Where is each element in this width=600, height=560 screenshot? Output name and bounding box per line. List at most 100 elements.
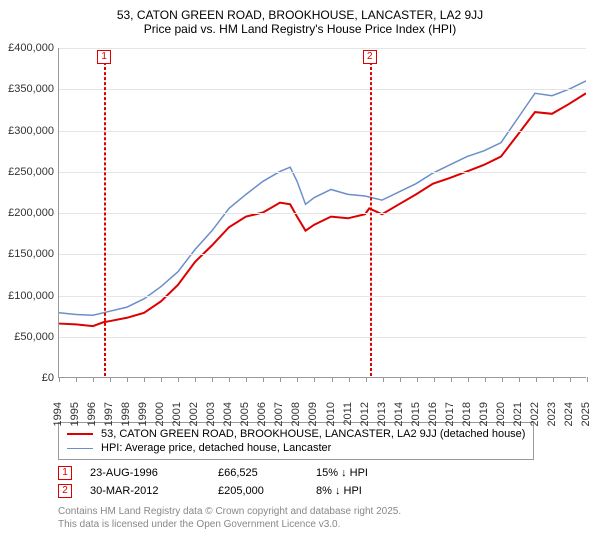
annotation-price: £66,525: [218, 467, 298, 479]
x-tick: [195, 377, 196, 382]
gridline-h: [59, 254, 586, 255]
x-tick: [314, 377, 315, 382]
annotation-marker-box: 2: [58, 484, 72, 498]
chart-area: 12 £0£50,000£100,000£150,000£200,000£250…: [8, 42, 592, 414]
x-axis-label: 2000: [154, 402, 166, 426]
x-axis-label: 2017: [444, 402, 456, 426]
x-tick: [178, 377, 179, 382]
x-tick: [263, 377, 264, 382]
x-axis-label: 2011: [342, 402, 354, 426]
x-tick: [417, 377, 418, 382]
x-tick: [502, 377, 503, 382]
gridline-h: [59, 213, 586, 214]
x-tick: [570, 377, 571, 382]
x-axis-label: 2023: [546, 402, 558, 426]
gridline-h: [59, 172, 586, 173]
chart-title-line1: 53, CATON GREEN ROAD, BROOKHOUSE, LANCAS…: [8, 8, 592, 22]
gridline-h: [59, 89, 586, 90]
x-axis-label: 2021: [512, 402, 524, 426]
annotation-date: 30-MAR-2012: [90, 485, 200, 497]
x-tick: [553, 377, 554, 382]
y-axis-label: £50,000: [8, 331, 54, 343]
x-axis-label: 2024: [563, 402, 575, 426]
x-axis-label: 2003: [205, 402, 217, 426]
x-tick: [451, 377, 452, 382]
x-axis-label: 2008: [290, 402, 302, 426]
legend-row: 53, CATON GREEN ROAD, BROOKHOUSE, LANCAS…: [67, 427, 525, 441]
x-axis-label: 2012: [359, 402, 371, 426]
x-tick: [127, 377, 128, 382]
series-line: [59, 93, 586, 326]
legend-row: HPI: Average price, detached house, Lanc…: [67, 441, 525, 455]
x-axis-label: 2004: [222, 402, 234, 426]
gridline-h: [59, 48, 586, 49]
y-axis-label: £300,000: [8, 125, 54, 137]
x-axis-label: 2019: [478, 402, 490, 426]
x-axis-label: 2006: [256, 402, 268, 426]
footer-attribution: Contains HM Land Registry data © Crown c…: [58, 506, 592, 531]
plot-region: 12: [58, 48, 586, 378]
event-marker-line: [104, 52, 106, 376]
event-marker-box: 1: [97, 50, 111, 64]
x-tick: [587, 377, 588, 382]
x-axis-label: 2015: [410, 402, 422, 426]
gridline-h: [59, 131, 586, 132]
x-tick: [161, 377, 162, 382]
x-tick: [246, 377, 247, 382]
x-tick: [383, 377, 384, 382]
y-axis-label: £250,000: [8, 166, 54, 178]
x-axis-label: 2002: [188, 402, 200, 426]
x-tick: [332, 377, 333, 382]
legend-label: HPI: Average price, detached house, Lanc…: [101, 442, 331, 454]
x-tick: [110, 377, 111, 382]
x-axis-label: 2018: [461, 402, 473, 426]
gridline-h: [59, 296, 586, 297]
x-tick: [76, 377, 77, 382]
annotation-pct: 8% ↓ HPI: [316, 485, 426, 497]
x-tick: [349, 377, 350, 382]
x-tick: [212, 377, 213, 382]
footer-line2: This data is licensed under the Open Gov…: [58, 519, 592, 532]
x-tick: [485, 377, 486, 382]
series-line: [59, 81, 586, 315]
y-axis-label: £100,000: [8, 290, 54, 302]
x-tick: [229, 377, 230, 382]
annotation-marker-box: 1: [58, 466, 72, 480]
x-tick: [59, 377, 60, 382]
x-axis-label: 2001: [171, 402, 183, 426]
x-axis-label: 2010: [325, 402, 337, 426]
legend-swatch: [67, 448, 93, 449]
x-tick: [280, 377, 281, 382]
legend: 53, CATON GREEN ROAD, BROOKHOUSE, LANCAS…: [58, 422, 534, 460]
legend-label: 53, CATON GREEN ROAD, BROOKHOUSE, LANCAS…: [101, 428, 525, 440]
x-tick: [400, 377, 401, 382]
annotation-pct: 15% ↓ HPI: [316, 467, 426, 479]
x-axis-label: 2005: [239, 402, 251, 426]
x-axis-label: 1998: [120, 402, 132, 426]
annotation-row: 2 30-MAR-2012 £205,000 8% ↓ HPI: [58, 482, 592, 500]
x-axis-label: 2014: [393, 402, 405, 426]
x-axis-label: 2025: [580, 402, 592, 426]
x-axis-label: 1997: [103, 402, 115, 426]
x-axis-label: 1995: [69, 402, 81, 426]
x-tick: [366, 377, 367, 382]
x-axis-label: 1999: [137, 402, 149, 426]
annotation-price: £205,000: [218, 485, 298, 497]
x-tick: [93, 377, 94, 382]
x-axis-label: 2007: [273, 402, 285, 426]
y-axis-label: £350,000: [8, 83, 54, 95]
x-axis-label: 2020: [495, 402, 507, 426]
x-axis-label: 2022: [529, 402, 541, 426]
gridline-h: [59, 337, 586, 338]
x-axis-label: 1996: [86, 402, 98, 426]
chart-title-line2: Price paid vs. HM Land Registry's House …: [8, 22, 592, 36]
annotation-row: 123-AUG-1996£66,52515% ↓ HPI: [58, 464, 592, 482]
x-axis-label: 2009: [307, 402, 319, 426]
x-tick: [144, 377, 145, 382]
x-tick: [434, 377, 435, 382]
legend-swatch: [67, 433, 93, 435]
y-axis-label: £400,000: [8, 42, 54, 54]
footer-line1: Contains HM Land Registry data © Crown c…: [58, 506, 592, 519]
x-tick: [297, 377, 298, 382]
x-axis-label: 1994: [52, 402, 64, 426]
